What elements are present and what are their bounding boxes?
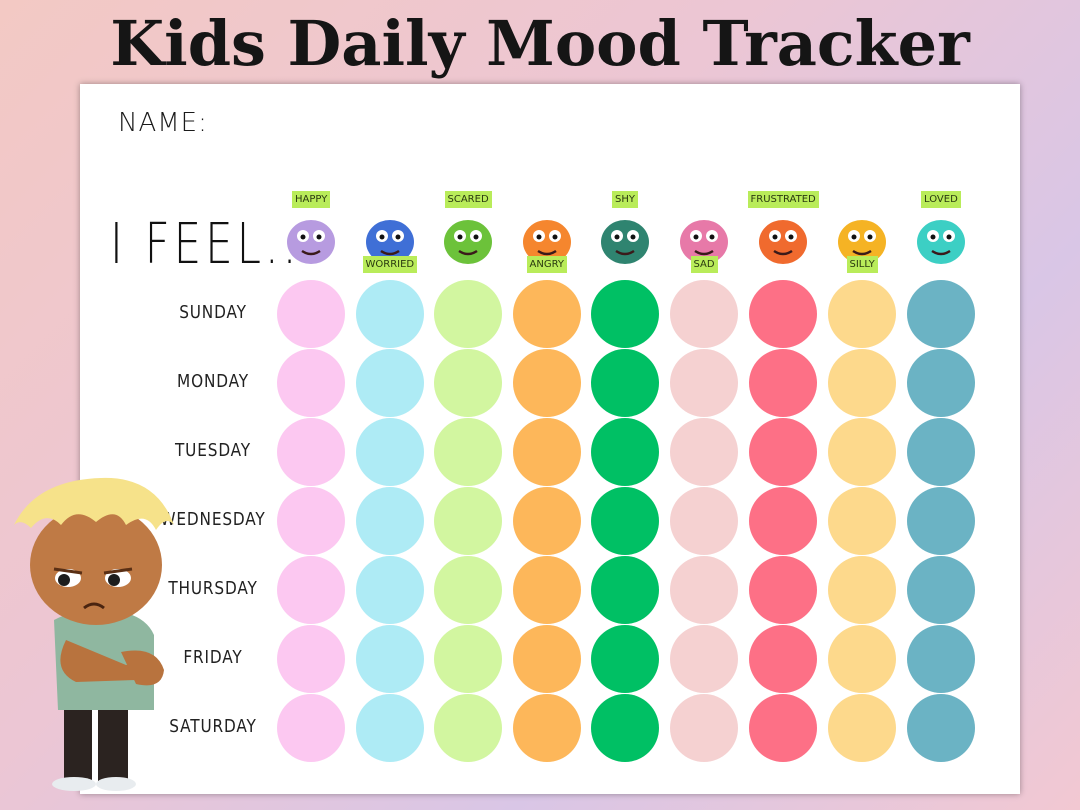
mood-circle-angry-tuesday[interactable] xyxy=(513,418,581,486)
mood-circle-sad-thursday[interactable] xyxy=(670,556,738,624)
mood-circle-scared-saturday[interactable] xyxy=(434,694,502,762)
mood-circle-frustrated-friday[interactable] xyxy=(749,625,817,693)
i-feel-label: I FEEL... xyxy=(110,212,319,277)
mood-label-silly: SILLY xyxy=(846,256,878,273)
mood-circle-scared-monday[interactable] xyxy=(434,349,502,417)
mood-label-sad: SAD xyxy=(690,256,718,273)
mood-circle-worried-wednesday[interactable] xyxy=(356,487,424,555)
mood-circle-angry-sunday[interactable] xyxy=(513,280,581,348)
day-label-thursday: THURSDAY xyxy=(168,578,258,599)
mood-circle-angry-monday[interactable] xyxy=(513,349,581,417)
scared-monster-icon xyxy=(444,220,492,264)
mood-circle-happy-tuesday[interactable] xyxy=(277,418,345,486)
happy-monster-icon xyxy=(287,220,335,264)
mood-circle-sad-friday[interactable] xyxy=(670,625,738,693)
shy-monster-icon xyxy=(601,220,649,264)
mood-circle-frustrated-thursday[interactable] xyxy=(749,556,817,624)
mood-circle-happy-wednesday[interactable] xyxy=(277,487,345,555)
page-title: Kids Daily Mood Tracker xyxy=(110,7,970,80)
name-label: NAME: xyxy=(118,108,208,138)
mood-circle-angry-wednesday[interactable] xyxy=(513,487,581,555)
mood-circle-sad-tuesday[interactable] xyxy=(670,418,738,486)
day-label-saturday: SATURDAY xyxy=(169,716,257,737)
mood-label-happy: HAPPY xyxy=(292,191,331,208)
mood-circle-loved-saturday[interactable] xyxy=(907,694,975,762)
mood-label-worried: WORRIED xyxy=(362,256,418,273)
mood-circle-loved-sunday[interactable] xyxy=(907,280,975,348)
mood-circle-happy-saturday[interactable] xyxy=(277,694,345,762)
mood-circle-frustrated-sunday[interactable] xyxy=(749,280,817,348)
mood-circle-worried-saturday[interactable] xyxy=(356,694,424,762)
mood-circle-sad-saturday[interactable] xyxy=(670,694,738,762)
mood-label-scared: SCARED xyxy=(444,191,492,208)
day-label-friday: FRIDAY xyxy=(183,647,243,668)
mood-circle-shy-sunday[interactable] xyxy=(591,280,659,348)
mood-circle-worried-friday[interactable] xyxy=(356,625,424,693)
mood-circle-frustrated-tuesday[interactable] xyxy=(749,418,817,486)
mood-circle-happy-thursday[interactable] xyxy=(277,556,345,624)
mood-circle-sad-wednesday[interactable] xyxy=(670,487,738,555)
mood-circle-loved-friday[interactable] xyxy=(907,625,975,693)
mood-circle-worried-thursday[interactable] xyxy=(356,556,424,624)
mood-circle-sad-sunday[interactable] xyxy=(670,280,738,348)
loved-monster-icon xyxy=(917,220,965,264)
day-label-monday: MONDAY xyxy=(177,371,249,392)
mood-circle-silly-tuesday[interactable] xyxy=(828,418,896,486)
mood-circle-scared-friday[interactable] xyxy=(434,625,502,693)
mood-circle-angry-friday[interactable] xyxy=(513,625,581,693)
mood-circle-silly-wednesday[interactable] xyxy=(828,487,896,555)
mood-label-shy: SHY xyxy=(612,191,638,208)
mood-circle-shy-thursday[interactable] xyxy=(591,556,659,624)
mood-circle-loved-thursday[interactable] xyxy=(907,556,975,624)
mood-circle-happy-friday[interactable] xyxy=(277,625,345,693)
mood-circle-silly-saturday[interactable] xyxy=(828,694,896,762)
mood-circle-loved-tuesday[interactable] xyxy=(907,418,975,486)
day-label-wednesday: WEDNESDAY xyxy=(160,509,266,530)
mood-circle-shy-wednesday[interactable] xyxy=(591,487,659,555)
mood-circle-angry-thursday[interactable] xyxy=(513,556,581,624)
mood-circle-happy-sunday[interactable] xyxy=(277,280,345,348)
mood-label-frustrated: FRUSTRATED xyxy=(747,191,819,208)
mood-circle-happy-monday[interactable] xyxy=(277,349,345,417)
mood-circle-frustrated-wednesday[interactable] xyxy=(749,487,817,555)
angry-monster-icon xyxy=(523,220,571,264)
mood-circle-silly-monday[interactable] xyxy=(828,349,896,417)
mood-circle-frustrated-monday[interactable] xyxy=(749,349,817,417)
mood-label-angry: ANGRY xyxy=(526,256,567,273)
mood-circle-worried-monday[interactable] xyxy=(356,349,424,417)
mood-tracker-sheet: NAME: I FEEL... SUNDAY MONDAY TUESDAY WEDNE… xyxy=(80,84,1020,794)
sad-monster-icon xyxy=(680,220,728,264)
mood-circle-scared-sunday[interactable] xyxy=(434,280,502,348)
mood-circle-shy-monday[interactable] xyxy=(591,349,659,417)
mood-circle-silly-friday[interactable] xyxy=(828,625,896,693)
mood-circle-shy-saturday[interactable] xyxy=(591,694,659,762)
mood-circle-angry-saturday[interactable] xyxy=(513,694,581,762)
mood-circle-silly-thursday[interactable] xyxy=(828,556,896,624)
silly-monster-icon xyxy=(838,220,886,264)
day-label-tuesday: TUESDAY xyxy=(174,440,252,461)
mood-circle-worried-sunday[interactable] xyxy=(356,280,424,348)
day-label-sunday: SUNDAY xyxy=(179,302,247,323)
kid-illustration xyxy=(14,477,174,791)
mood-circle-scared-tuesday[interactable] xyxy=(434,418,502,486)
mood-label-loved: LOVED xyxy=(921,191,961,208)
mood-circle-silly-sunday[interactable] xyxy=(828,280,896,348)
mood-circle-shy-friday[interactable] xyxy=(591,625,659,693)
mood-circle-scared-thursday[interactable] xyxy=(434,556,502,624)
mood-circle-shy-tuesday[interactable] xyxy=(591,418,659,486)
mood-circle-sad-monday[interactable] xyxy=(670,349,738,417)
mood-circle-scared-wednesday[interactable] xyxy=(434,487,502,555)
mood-circle-loved-monday[interactable] xyxy=(907,349,975,417)
worried-monster-icon xyxy=(366,220,414,264)
mood-circle-frustrated-saturday[interactable] xyxy=(749,694,817,762)
frustrated-monster-icon xyxy=(759,220,807,264)
mood-circle-worried-tuesday[interactable] xyxy=(356,418,424,486)
mood-circle-loved-wednesday[interactable] xyxy=(907,487,975,555)
